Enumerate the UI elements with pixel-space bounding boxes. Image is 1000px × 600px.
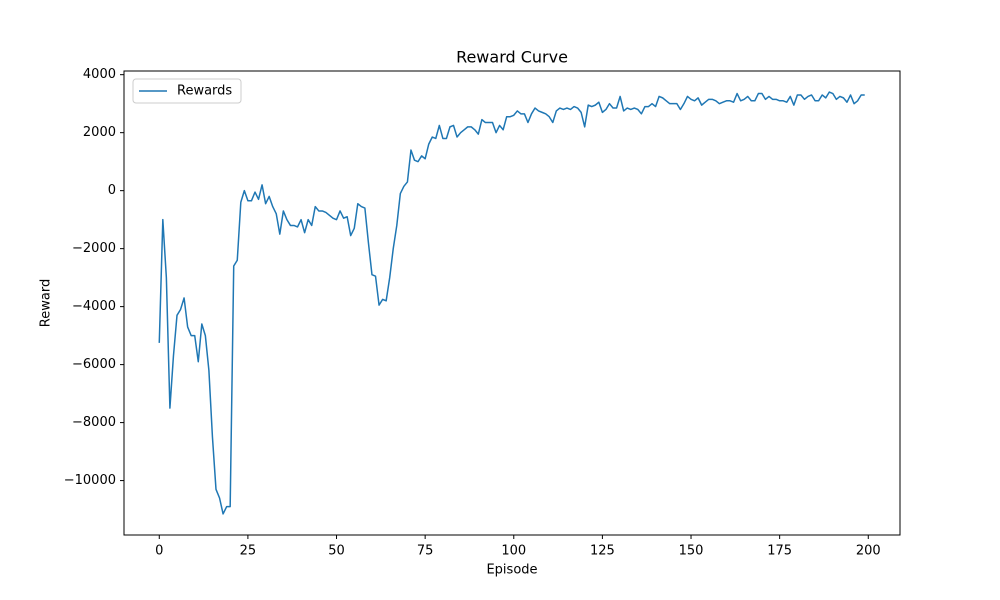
- y-tick-label: −10000: [64, 473, 116, 488]
- legend-box: [132, 78, 242, 104]
- y-tick-label: −8000: [72, 415, 116, 430]
- x-tick-label: 175: [767, 544, 792, 559]
- x-tick-label: 100: [501, 544, 526, 559]
- y-tick-label: 4000: [83, 67, 116, 82]
- y-tick-label: −2000: [72, 241, 116, 256]
- x-tick-label: 75: [417, 544, 434, 559]
- y-tick-label: 0: [108, 183, 116, 198]
- x-tick-label: 0: [155, 544, 163, 559]
- x-axis-label: Episode: [486, 563, 537, 578]
- chart-title: Reward Curve: [456, 48, 568, 67]
- legend-label: Rewards: [177, 84, 232, 99]
- x-tick-label: 125: [590, 544, 615, 559]
- x-tick-label: 200: [856, 544, 881, 559]
- y-tick-label: −4000: [72, 299, 116, 314]
- y-axis-label: Reward: [39, 279, 54, 327]
- y-tick-label: 2000: [83, 125, 116, 140]
- x-tick-label: 25: [240, 544, 257, 559]
- y-tick-label: −6000: [72, 357, 116, 372]
- x-tick-label: 50: [328, 544, 345, 559]
- x-tick-label: 150: [679, 544, 704, 559]
- plot-frame: [123, 70, 901, 536]
- line-series: [158, 91, 865, 515]
